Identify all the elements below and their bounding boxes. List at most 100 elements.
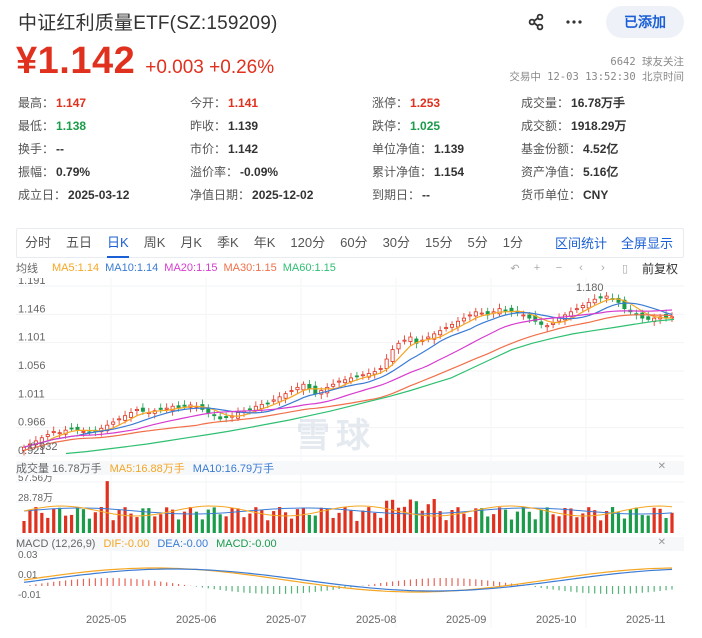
stat-item: 单位净值： 1.139 (372, 140, 464, 157)
stat-item: 市价： 1.142 (190, 140, 258, 157)
close-macd-icon[interactable]: ✕ (657, 537, 666, 548)
volume-header: 成交量 16.78万手 MA5:16.88万手 MA10:16.79万手 ✕ (16, 461, 684, 475)
share-button[interactable] (522, 8, 550, 36)
stat-value: 1.141 (228, 96, 259, 110)
kline-chart[interactable]: 1.1911.1461.1011.0561.0110.9660.9211.180… (16, 278, 684, 628)
stat-item: 基金份额： 4.52亿 (521, 140, 618, 157)
macd-value: MACD:-0.00 (216, 538, 277, 550)
stat-label: 单位净值： (372, 142, 433, 156)
tab-分时[interactable]: 分时 (25, 235, 52, 250)
ma-legend-row: 均线 MA5:1.14 MA10:1.14 MA20:1.15 MA30:1.15 MA… (16, 258, 684, 278)
current-price: ¥1.142 (16, 40, 136, 82)
ma-legend-item: MA60:1.15 (282, 262, 336, 274)
svg-text:1.011: 1.011 (18, 388, 45, 400)
ma-legend-item: MA20:1.15 (164, 262, 218, 274)
svg-text:2025-09: 2025-09 (446, 614, 486, 626)
stat-item: 到期日： -- (372, 186, 430, 203)
ma-legend-item: MA30:1.15 (223, 262, 277, 274)
volume-ma10: MA10:16.79万手 (192, 463, 275, 475)
svg-text:-0.01: -0.01 (18, 590, 41, 601)
security-title: 中证红利质量ETF(SZ:159209) (18, 13, 278, 34)
stat-value: 16.78万手 (571, 96, 626, 110)
stat-label: 最低： (18, 119, 55, 133)
period-tabs: 分时 五日 日K 周K 月K 季K 年K 120分 60分 30分 15分 5分 1分 区间统计 全屏显示 (16, 228, 684, 258)
stat-label: 累计净值： (372, 165, 433, 179)
chart-links: 区间统计 全屏显示 (541, 229, 673, 259)
scroll-left-icon[interactable]: ‹ (579, 262, 583, 274)
zoom-in-icon[interactable]: + (533, 262, 541, 274)
trading-status: 交易中 12-03 13:52:30 北京时间 (509, 71, 684, 83)
chart-panel: 分时 五日 日K 周K 月K 季K 年K 120分 60分 30分 15分 5分 1分 区间统计 全屏显示 … (16, 228, 684, 628)
stat-label: 成交量： (521, 96, 570, 110)
tab-季K[interactable]: 季K (217, 235, 239, 250)
chart-link[interactable]: 区间统计 (554, 236, 607, 251)
tab-1分[interactable]: 1分 (502, 235, 523, 250)
followers-count: 6642 球友关注 (610, 56, 684, 68)
stat-value: 5.16亿 (583, 165, 619, 179)
stat-item: 最低： 1.138 (18, 117, 86, 134)
added-watchlist-button[interactable]: 已添加 (606, 6, 684, 38)
tab-五日[interactable]: 五日 (66, 235, 93, 250)
tab-30分[interactable]: 30分 (382, 235, 411, 250)
stat-item: 资产净值： 5.16亿 (521, 163, 618, 180)
stat-value: 4.52亿 (583, 142, 619, 156)
more-icon (566, 20, 582, 24)
scroll-right-icon[interactable]: › (601, 262, 605, 274)
zoom-out-icon[interactable]: − (555, 262, 563, 274)
stat-value: 1.142 (228, 142, 259, 156)
tab-日K[interactable]: 日K (107, 228, 129, 258)
tab-60分[interactable]: 60分 (340, 235, 368, 250)
close-volume-icon[interactable]: ✕ (657, 461, 666, 472)
svg-text:2025-06: 2025-06 (176, 614, 216, 626)
tab-15分[interactable]: 15分 (425, 235, 453, 250)
header-actions: 已添加 (522, 6, 684, 38)
tab-月K[interactable]: 月K (180, 235, 203, 250)
stat-item: 货币单位： CNY (521, 186, 608, 203)
undo-icon[interactable]: ↶ (510, 262, 520, 275)
stat-item: 涨停： 1.253 (372, 94, 440, 111)
stat-item: 累计净值： 1.154 (372, 163, 464, 180)
indicator-icon[interactable]: ▯ (621, 262, 629, 275)
macd-label: MACD (12,26,9) (16, 538, 96, 550)
svg-text:0.03: 0.03 (18, 550, 38, 561)
ma-label: 均线 (16, 263, 38, 275)
tab-120分[interactable]: 120分 (290, 235, 326, 250)
stat-value: 2025-12-02 (252, 188, 314, 202)
more-button[interactable] (560, 8, 588, 36)
stat-label: 最高： (18, 96, 55, 110)
stat-value: CNY (583, 188, 609, 202)
chart-link[interactable]: 全屏显示 (620, 236, 673, 251)
stat-label: 市价： (190, 142, 227, 156)
svg-text:57.56万: 57.56万 (18, 473, 53, 484)
stat-value: 0.79% (56, 165, 91, 179)
ma-legend-item: MA10:1.14 (105, 262, 159, 274)
tab-年K[interactable]: 年K (253, 235, 276, 250)
stat-item: 成交额： 1918.29万 (521, 117, 626, 134)
stat-label: 到期日： (372, 188, 421, 202)
stat-label: 净值日期： (190, 188, 251, 202)
price-change: +0.003 +0.26% (145, 57, 275, 78)
stat-value: 1.025 (410, 119, 441, 133)
svg-text:1.146: 1.146 (18, 303, 46, 315)
stat-item: 最高： 1.147 (18, 94, 86, 111)
stat-item: 成交量： 16.78万手 (521, 94, 625, 111)
svg-text:2025-07: 2025-07 (266, 614, 306, 626)
adjust-selector[interactable]: 前复权 (641, 261, 678, 276)
stat-item: 昨收： 1.139 (190, 117, 258, 134)
svg-text:0.966: 0.966 (18, 417, 46, 429)
tab-周K[interactable]: 周K (143, 235, 166, 250)
watermark-logo: 雪球 (296, 417, 376, 455)
svg-text:1.180: 1.180 (576, 282, 604, 294)
stat-label: 跌停： (372, 119, 409, 133)
stat-label: 资产净值： (521, 165, 582, 179)
svg-text:2025-11: 2025-11 (626, 614, 666, 626)
stat-value: 2025-03-12 (68, 188, 130, 202)
stat-item: 跌停： 1.025 (372, 117, 440, 134)
stat-value: 1.139 (228, 119, 259, 133)
stat-value: 1.154 (434, 165, 465, 179)
stat-value: 1.139 (434, 142, 465, 156)
svg-text:0.01: 0.01 (18, 570, 38, 581)
macd-dif: DIF:-0.00 (103, 538, 150, 550)
tab-5分[interactable]: 5分 (467, 235, 488, 250)
stat-item: 换手： -- (18, 140, 64, 157)
